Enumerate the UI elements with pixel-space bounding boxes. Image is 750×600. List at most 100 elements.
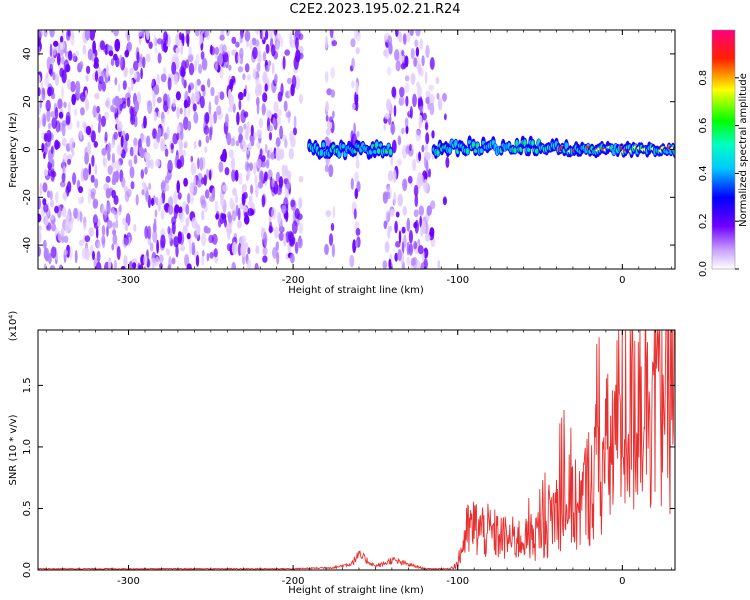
heatmap-cell: [120, 265, 126, 269]
heatmap-cell: [268, 131, 273, 141]
heatmap-cell: [268, 30, 274, 39]
heatmap-cell: [238, 172, 243, 185]
heatmap-cell: [129, 146, 134, 157]
heatmap-cell: [42, 117, 46, 128]
heatmap-cell: [401, 49, 405, 57]
heatmap-cell: [257, 181, 264, 189]
heatmap-cell: [261, 103, 266, 116]
heatmap-cell: [163, 93, 168, 106]
y-tick-label: -40: [22, 237, 33, 253]
heatmap-cell: [404, 82, 410, 93]
heatmap-cell: [115, 160, 121, 172]
heatmap-cell: [246, 258, 252, 269]
heatmap-cell: [214, 200, 219, 213]
heatmap-cell: [262, 247, 268, 256]
heatmap-cell: [175, 91, 181, 101]
heatmap-cell: [96, 261, 102, 269]
heatmap-cell: [329, 116, 334, 123]
heatmap-cell: [261, 155, 266, 162]
heatmap-cell: [248, 162, 253, 171]
heatmap-cell: [205, 30, 210, 38]
heatmap-cell: [515, 141, 519, 145]
heatmap-cell: [89, 30, 96, 41]
heatmap-cell: [265, 65, 270, 72]
heatmap-cell: [273, 226, 279, 239]
heatmap-cell: [400, 63, 407, 70]
heatmap-cell: [280, 37, 284, 48]
colorbar-ticks: 0.0 0.2 0.4 0.6 0.8: [698, 70, 739, 277]
heatmap-cell: [408, 230, 413, 244]
heatmap-cell: [171, 221, 176, 235]
heatmap-cell: [50, 146, 54, 155]
heatmap-cell: [198, 63, 203, 74]
heatmap-cell: [258, 83, 262, 96]
heatmap-cell: [444, 113, 447, 121]
heatmap-cell: [51, 158, 55, 168]
heatmap-cell: [47, 169, 53, 177]
heatmap-cell: [256, 62, 261, 73]
heatmap-cell: [138, 264, 144, 269]
heatmap-cell: [92, 198, 99, 209]
heatmap-cell: [76, 120, 80, 129]
heatmap-cell: [258, 117, 264, 129]
heatmap-cell: [87, 192, 91, 205]
heatmap-cell: [180, 130, 184, 141]
heatmap-cell: [255, 184, 259, 198]
heatmap-cell: [262, 92, 268, 103]
heatmap-cell: [404, 117, 409, 128]
colorbar-tick-label: 0.4: [698, 165, 709, 181]
heatmap-cell: [167, 77, 172, 91]
spectrogram-y-label: Frequency (Hz): [8, 112, 19, 188]
heatmap-cell: [350, 177, 354, 190]
heatmap-cell: [219, 212, 224, 225]
heatmap-cell: [200, 199, 207, 209]
snr-multiplier: (x10⁴): [8, 311, 19, 342]
heatmap-cell: [183, 99, 189, 109]
heatmap-cell: [417, 245, 424, 255]
heatmap-cell: [68, 219, 73, 232]
heatmap-cell: [406, 217, 411, 232]
heatmap-cell: [391, 86, 397, 98]
heatmap-cell: [63, 101, 67, 109]
heatmap-cell: [442, 196, 447, 206]
heatmap-cell: [175, 244, 179, 258]
heatmap-cell: [82, 44, 87, 55]
heatmap-cell: [425, 160, 429, 174]
heatmap-cell: [331, 243, 335, 258]
heatmap-cell: [208, 114, 215, 127]
heatmap-cell: [429, 93, 435, 106]
heatmap-cell: [419, 106, 424, 114]
heatmap-cell: [387, 226, 391, 240]
heatmap-cell: [180, 244, 186, 252]
heatmap-cell: [108, 50, 114, 57]
heatmap-cell: [124, 50, 129, 58]
heatmap-cell: [101, 147, 107, 156]
heatmap-cell: [417, 95, 423, 107]
heatmap-cell: [479, 148, 484, 154]
heatmap-cell: [78, 239, 85, 247]
heatmap-cell: [264, 143, 268, 154]
x-tick-label: -200: [282, 275, 305, 286]
heatmap-cell: [105, 175, 111, 183]
heatmap-cell: [166, 248, 171, 257]
heatmap-cell: [244, 30, 251, 42]
heatmap-cell: [54, 73, 60, 87]
heatmap-cell: [105, 97, 111, 109]
heatmap-cell: [98, 113, 101, 124]
heatmap-cell: [85, 125, 92, 136]
heatmap-cell: [351, 103, 356, 110]
heatmap-cell: [213, 248, 218, 258]
heatmap-cell: [168, 205, 174, 215]
heatmap-cell: [71, 93, 77, 106]
heatmap-cell: [97, 241, 101, 249]
heatmap-cell: [111, 189, 116, 199]
heatmap-cell: [410, 48, 415, 60]
heatmap-cell: [143, 115, 147, 129]
heatmap-cell: [209, 46, 216, 56]
heatmap-cell: [65, 214, 70, 221]
heatmap-cell: [46, 129, 52, 143]
heatmap-cell: [397, 249, 402, 262]
heatmap-cell: [115, 117, 120, 125]
heatmap-cell: [59, 41, 66, 51]
heatmap-cell: [231, 49, 236, 56]
